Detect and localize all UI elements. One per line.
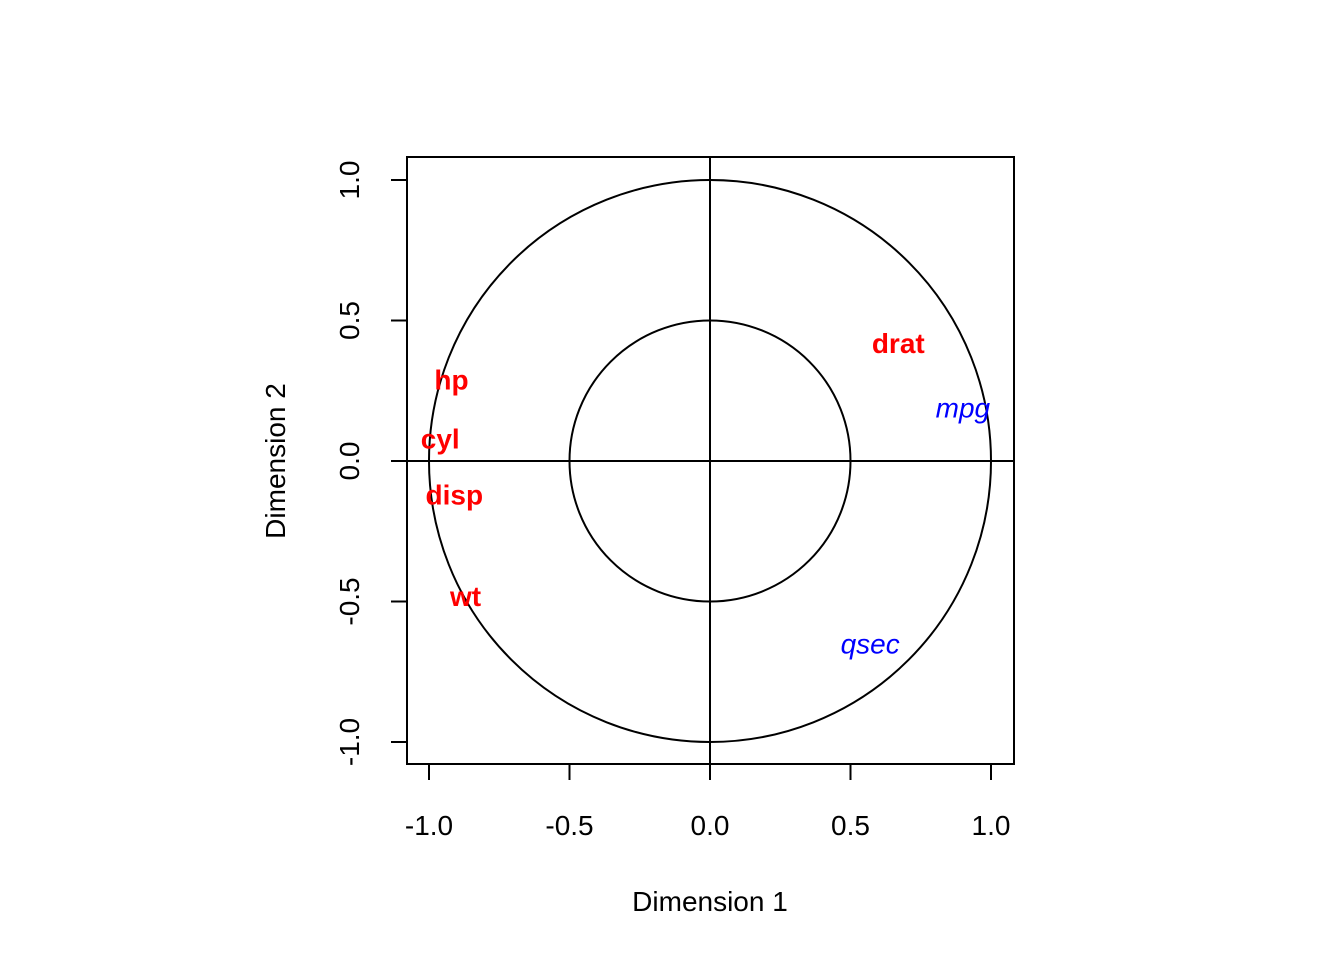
y-tick-label: -0.5 bbox=[334, 577, 365, 625]
variable-labels: drat hp cyl disp wt mpg qsec bbox=[421, 328, 991, 660]
y-axis: -1.0 -0.5 0.0 0.5 1.0 bbox=[334, 161, 408, 766]
x-tick-label: -1.0 bbox=[405, 810, 453, 841]
x-axis-title: Dimension 1 bbox=[632, 886, 788, 917]
y-tick-label: 0.5 bbox=[334, 301, 365, 340]
reference-lines bbox=[407, 157, 1014, 764]
variable-label-cyl: cyl bbox=[421, 424, 460, 455]
variable-label-hp: hp bbox=[434, 365, 468, 396]
y-tick-label: 0.0 bbox=[334, 442, 365, 481]
y-tick-label: 1.0 bbox=[334, 161, 365, 200]
x-tick-label: 1.0 bbox=[972, 810, 1011, 841]
variable-label-qsec: qsec bbox=[841, 629, 900, 660]
x-tick-label: 0.0 bbox=[691, 810, 730, 841]
variable-label-disp: disp bbox=[426, 480, 484, 511]
variable-label-wt: wt bbox=[449, 581, 481, 612]
y-tick-label: -1.0 bbox=[334, 718, 365, 766]
x-tick-label: -0.5 bbox=[545, 810, 593, 841]
x-axis: -1.0 -0.5 0.0 0.5 1.0 bbox=[405, 763, 1011, 841]
y-axis-title: Dimension 2 bbox=[260, 383, 291, 539]
variable-label-mpg: mpg bbox=[936, 393, 991, 424]
x-tick-label: 0.5 bbox=[831, 810, 870, 841]
variable-label-drat: drat bbox=[872, 328, 925, 359]
